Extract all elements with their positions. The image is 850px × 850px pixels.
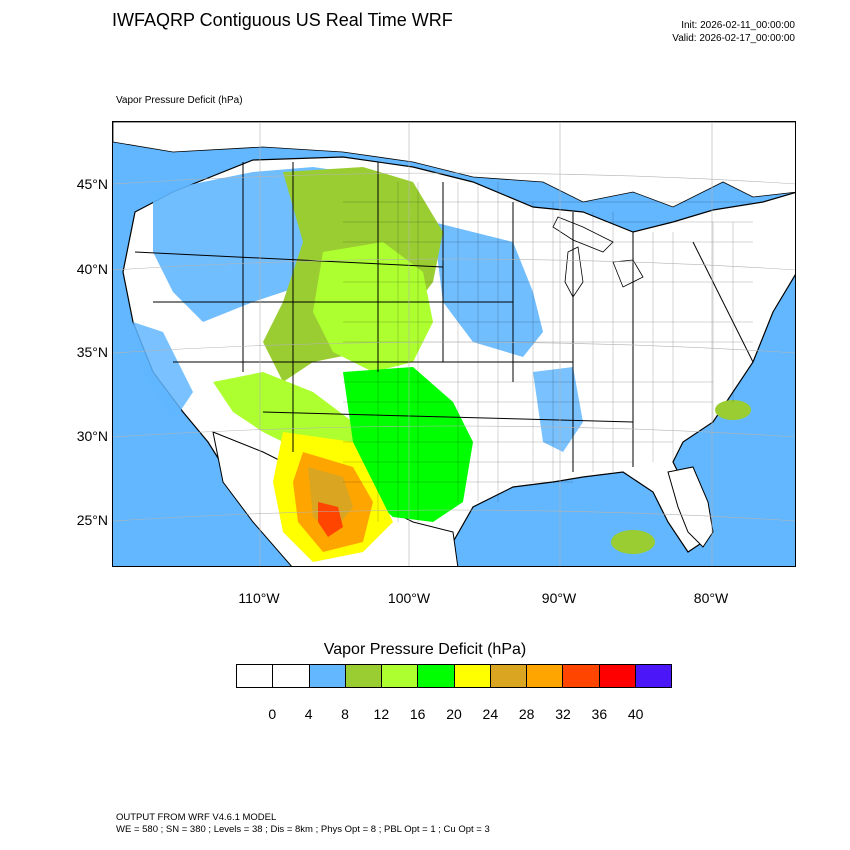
colorbar-swatch — [454, 665, 491, 687]
colorbar-swatch — [490, 665, 527, 687]
colorbar-tick-label: 40 — [627, 706, 644, 722]
colorbar-tick-label: 24 — [482, 706, 499, 722]
valid-time: Valid: 2026-02-17_00:00:00 — [672, 33, 795, 44]
colorbar-tick-label: 0 — [268, 706, 277, 722]
colorbar-tick-label: 28 — [518, 706, 535, 722]
map-canvas — [113, 122, 795, 566]
lon-label: 110°W — [238, 590, 280, 606]
colorbar-tick-label: 16 — [409, 706, 426, 722]
init-time: Init: 2026-02-11_00:00:00 — [681, 20, 795, 31]
run-info: Init: 2026-02-11_00:00:00 Valid: 2026-02… — [672, 19, 795, 45]
florida-land — [667, 466, 714, 548]
colorbar-ticks: 0 4 8 12 16 20 24 28 32 36 40 — [0, 706, 850, 726]
model-footer: OUTPUT FROM WRF V4.6.1 MODEL WE = 580 ; … — [116, 812, 490, 836]
colorbar-swatch — [527, 665, 564, 687]
graticule — [113, 122, 795, 566]
lat-label: 30°N — [76, 428, 108, 444]
colorbar-tick-label: 20 — [446, 706, 462, 722]
colorbar-swatch — [345, 665, 382, 687]
colorbar-swatch — [635, 665, 671, 687]
lon-label: 90°W — [541, 590, 577, 606]
lake-huron — [612, 259, 644, 288]
colorbar-tick-label: 36 — [591, 706, 608, 722]
latitude-axis: 45°N 40°N 35°N 30°N 25°N — [40, 0, 108, 850]
vpd-olive-gulf — [611, 530, 655, 554]
vpd-blue-south — [533, 367, 583, 452]
colorbar-swatch — [273, 665, 310, 687]
map-title: IWFAQRP Contiguous US Real Time WRF — [112, 10, 453, 30]
colorbar — [236, 664, 672, 688]
colorbar-tick-label: 8 — [341, 706, 349, 722]
colorbar-tick-label: 12 — [373, 706, 390, 722]
lake-michigan — [564, 246, 584, 298]
colorbar-swatch — [309, 665, 346, 687]
lon-label: 100°W — [387, 590, 431, 606]
vpd-blue-central — [433, 222, 543, 357]
vpd-green-texas — [343, 367, 473, 522]
canada-land — [113, 122, 795, 208]
lat-label: 45°N — [76, 176, 108, 192]
lon-label: 80°W — [693, 590, 729, 606]
footer-line-1: OUTPUT FROM WRF V4.6.1 MODEL — [116, 812, 277, 823]
map-panel — [112, 121, 796, 567]
vpd-redorange-spot — [318, 502, 343, 537]
colorbar-tick-label: 4 — [304, 706, 313, 722]
colorbar-swatch — [237, 665, 274, 687]
colorbar-swatch — [382, 665, 419, 687]
field-label: Vapor Pressure Deficit (hPa) — [116, 95, 243, 106]
vpd-olive-atlantic — [715, 400, 751, 420]
vpd-lime-plains — [313, 242, 433, 372]
lat-label: 40°N — [76, 261, 108, 277]
footer-line-2: WE = 580 ; SN = 380 ; Levels = 38 ; Dis … — [116, 824, 490, 835]
colorbar-tick-label: 32 — [555, 706, 571, 722]
lat-label: 25°N — [76, 512, 108, 528]
colorbar-title: Vapor Pressure Deficit (hPa) — [323, 641, 527, 658]
colorbar-swatch — [563, 665, 600, 687]
lat-label: 35°N — [76, 344, 108, 360]
colorbar-swatch — [418, 665, 455, 687]
vpd-blue-california — [133, 322, 193, 422]
colorbar-swatch — [599, 665, 636, 687]
